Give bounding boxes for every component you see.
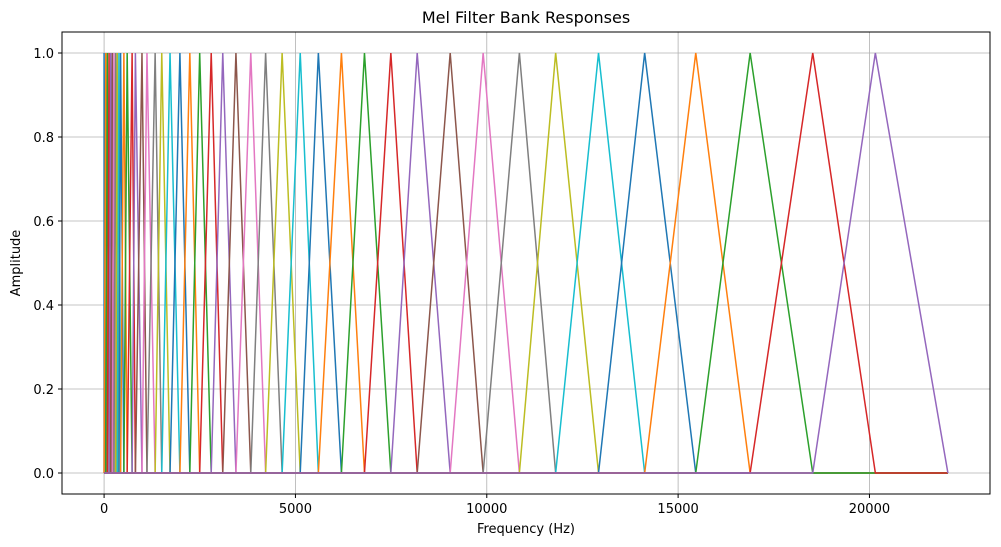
y-tick-label: 0.8 xyxy=(33,131,54,146)
x-tick-label: 10000 xyxy=(466,502,507,517)
filter-series-line xyxy=(104,52,949,474)
plot-frame xyxy=(61,31,991,495)
x-axis-title: Frequency (Hz) xyxy=(477,522,575,537)
x-tick-label: 0 xyxy=(100,502,108,517)
plot-area xyxy=(103,52,949,474)
y-axis: 0.0 0.2 0.4 0.6 0.8 1.0 xyxy=(33,47,62,482)
y-tick-label: 0.0 xyxy=(33,467,54,482)
x-tick-label: 20000 xyxy=(849,502,890,517)
y-tick-label: 0.4 xyxy=(33,299,54,314)
y-tick-label: 1.0 xyxy=(33,47,54,62)
y-axis-title: Amplitude xyxy=(9,230,24,297)
x-tick-label: 5000 xyxy=(279,502,312,517)
y-tick-label: 0.2 xyxy=(33,383,54,398)
x-tick-label: 15000 xyxy=(657,502,698,517)
chart-title: Mel Filter Bank Responses xyxy=(422,8,630,27)
y-tick-label: 0.6 xyxy=(33,215,54,230)
x-axis: 0 5000 10000 15000 20000 xyxy=(100,494,890,517)
